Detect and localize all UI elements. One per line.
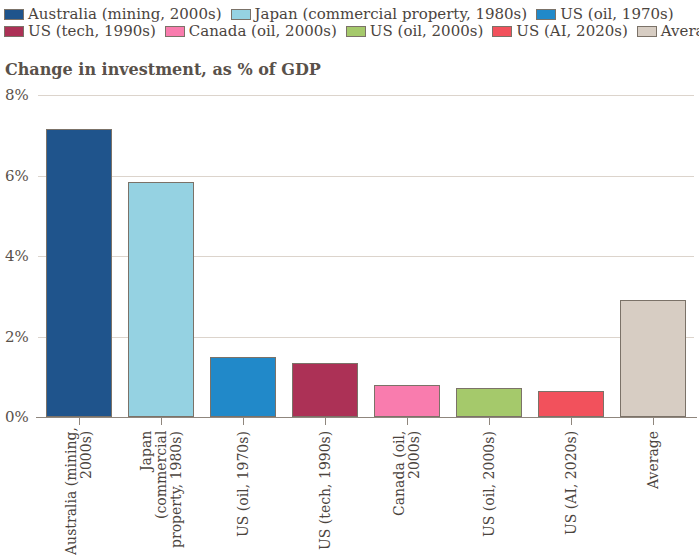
x-axis-label-canada-oil-2000s: Canada (oil, 2000s): [392, 431, 422, 555]
bar-us-oil-2000s[interactable]: [456, 388, 522, 417]
y-axis-tick-label: 0%: [5, 408, 37, 426]
x-axis-label-us-ai-2020s: US (AI, 2020s): [564, 431, 579, 555]
gridline-6pct: [38, 176, 694, 177]
x-axis-tick: [243, 418, 244, 425]
x-axis-tick: [407, 418, 408, 425]
x-axis-tick: [489, 418, 490, 425]
bar-canada-oil-2000s[interactable]: [374, 385, 440, 417]
bar-average[interactable]: [620, 300, 686, 417]
y-axis-tick-label: 6%: [5, 167, 37, 185]
x-axis-label-average: Average: [646, 431, 661, 555]
bar-us-tech-1990s[interactable]: [292, 363, 358, 417]
y-axis-tick-label: 8%: [5, 86, 37, 104]
bar-australia-mining-2000s[interactable]: [46, 129, 112, 417]
x-axis-label-us-tech-1990s: US (tech, 1990s): [318, 431, 333, 555]
x-axis-tick: [161, 418, 162, 425]
y-axis-tick-label: 2%: [5, 328, 37, 346]
x-axis-tick: [325, 418, 326, 425]
x-axis-tick: [79, 418, 80, 425]
x-axis-label-japan-commercial-property-1980s: Japan (commercial property, 1980s): [139, 431, 184, 555]
gridline-8pct: [38, 95, 694, 96]
x-axis-line: [36, 417, 697, 418]
plot-area: 0% 2% 4% 6% 8% Australia (mining, 2000s) Japan…: [0, 0, 699, 558]
x-axis-label-us-oil-1970s: US (oil, 1970s): [236, 431, 251, 555]
bar-japan-commercial-property-1980s[interactable]: [128, 182, 194, 417]
investment-boom-bar-chart: Australia (mining, 2000s) Japan (commerci…: [0, 0, 699, 558]
x-axis-label-australia-mining-2000s: Australia (mining, 2000s): [64, 431, 94, 555]
bar-us-ai-2020s[interactable]: [538, 391, 604, 417]
y-axis-tick-label: 4%: [5, 247, 37, 265]
x-axis-label-us-oil-2000s: US (oil, 2000s): [482, 431, 497, 555]
bar-us-oil-1970s[interactable]: [210, 357, 276, 417]
x-axis-tick: [571, 418, 572, 425]
x-axis-tick: [653, 418, 654, 425]
